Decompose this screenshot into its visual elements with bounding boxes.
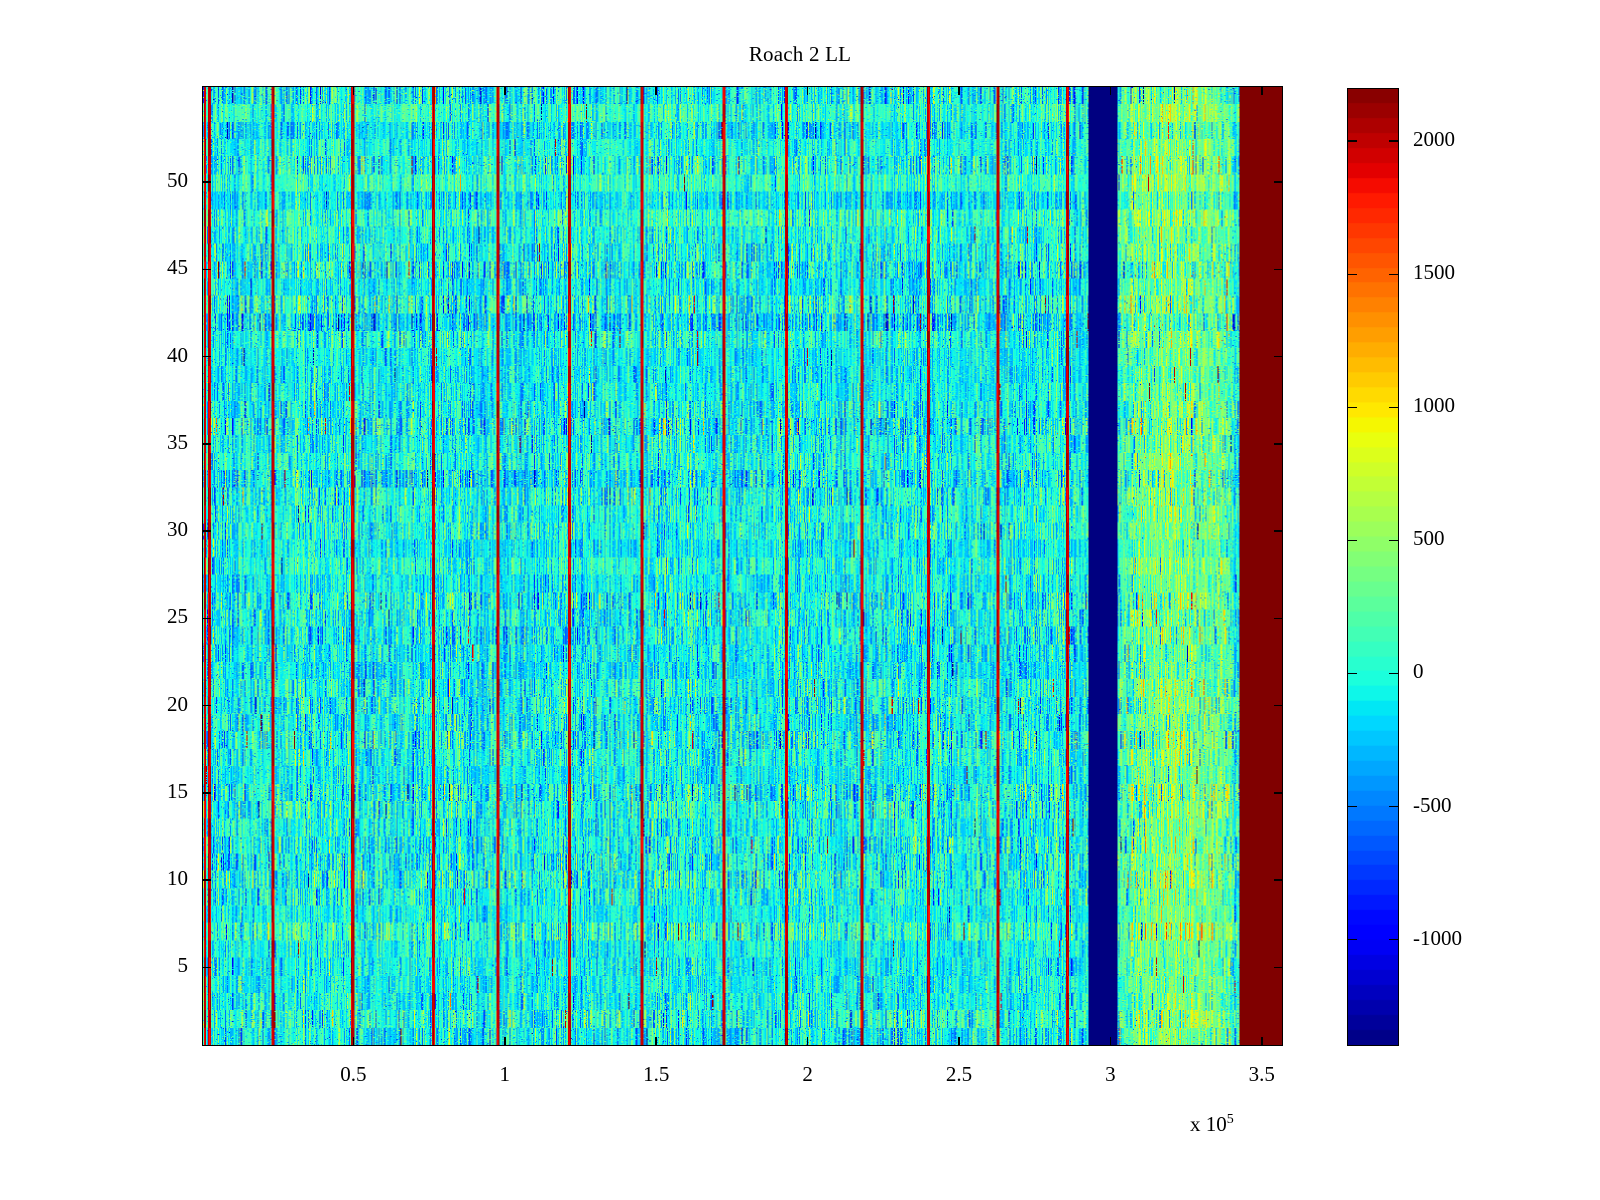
colorbar-tick-label: -1000 bbox=[1413, 925, 1462, 950]
x-axis-tick-mark bbox=[1109, 86, 1112, 95]
colorbar[interactable] bbox=[1347, 88, 1399, 1046]
colorbar-tick-mark bbox=[1347, 140, 1357, 142]
y-axis-tick-mark bbox=[202, 443, 211, 445]
x-axis-tick-mark bbox=[1261, 86, 1263, 95]
y-axis-tick-mark bbox=[202, 181, 211, 183]
colorbar-tick-label: -500 bbox=[1413, 792, 1452, 817]
x-axis-exponent-base: x 10 bbox=[1190, 1112, 1227, 1136]
colorbar-tick-mark bbox=[1389, 539, 1399, 542]
y-axis-tick-label: 35 bbox=[167, 429, 188, 454]
x-axis-tick-label: 3 bbox=[1105, 1062, 1116, 1086]
x-axis-tick-label: 0.5 bbox=[340, 1062, 367, 1086]
y-axis-tick-mark bbox=[1274, 355, 1283, 358]
y-axis-tick-label: 50 bbox=[167, 168, 188, 192]
y-axis-tick-mark bbox=[1274, 879, 1283, 881]
y-axis-tick-label: 40 bbox=[167, 342, 188, 367]
colorbar-tick-mark bbox=[1347, 938, 1357, 941]
y-axis-tick-mark bbox=[1274, 704, 1283, 707]
x-axis-tick-mark bbox=[806, 86, 809, 95]
colorbar-tick-mark bbox=[1389, 273, 1399, 276]
colorbar-tick-mark bbox=[1347, 805, 1357, 808]
colorbar-gradient bbox=[1348, 89, 1398, 1045]
y-axis-tick-mark bbox=[202, 879, 211, 881]
colorbar-tick-mark bbox=[1389, 938, 1399, 941]
colorbar-tick-mark bbox=[1347, 406, 1357, 409]
y-axis-tick-label: 30 bbox=[167, 517, 188, 542]
y-axis-tick-label: 25 bbox=[167, 604, 188, 629]
colorbar-tick-mark bbox=[1389, 406, 1399, 409]
colorbar-tick-label: 500 bbox=[1413, 526, 1445, 551]
x-axis-tick-label: 1 bbox=[499, 1062, 511, 1086]
y-axis-tick-mark bbox=[202, 704, 211, 707]
x-axis-tick-mark bbox=[352, 86, 355, 95]
x-axis-exponent: x 105 bbox=[1190, 1112, 1234, 1137]
x-axis-tick-mark bbox=[504, 1037, 506, 1046]
colorbar-tick-label: 1500 bbox=[1413, 260, 1455, 285]
y-axis-tick-mark bbox=[1274, 268, 1283, 271]
y-axis-tick-mark bbox=[202, 617, 211, 620]
y-axis-tick-mark bbox=[1274, 792, 1283, 794]
y-axis-tick-mark bbox=[1274, 530, 1283, 532]
page-title: Roach 2 LL bbox=[748, 42, 852, 66]
colorbar-tick-mark bbox=[1389, 140, 1399, 142]
y-axis-tick-mark bbox=[202, 355, 211, 358]
x-axis-tick-label: 3.5 bbox=[1248, 1062, 1275, 1086]
y-axis-tick-mark bbox=[1274, 443, 1283, 445]
heatmap-image bbox=[203, 87, 1282, 1045]
y-axis-tick-mark bbox=[202, 966, 211, 969]
x-axis-tick-mark bbox=[958, 1037, 960, 1046]
y-axis-tick-mark bbox=[202, 792, 211, 794]
colorbar-tick-label: 1000 bbox=[1413, 393, 1455, 418]
x-axis-tick-mark bbox=[504, 86, 506, 95]
x-axis-tick-mark bbox=[958, 86, 960, 95]
y-axis-tick-mark bbox=[202, 530, 211, 532]
x-axis-tick-mark bbox=[806, 1037, 809, 1046]
y-axis-tick-mark bbox=[202, 268, 211, 271]
colorbar-tick-mark bbox=[1347, 273, 1357, 276]
heatmap-axes[interactable] bbox=[202, 86, 1283, 1046]
x-axis-tick-label: 1.5 bbox=[643, 1062, 670, 1086]
colorbar-tick-mark bbox=[1347, 539, 1357, 542]
x-axis-tick-label: 2.5 bbox=[945, 1062, 973, 1086]
x-axis-tick-mark bbox=[655, 86, 657, 95]
colorbar-tick-label: 2000 bbox=[1413, 127, 1455, 152]
y-axis-tick-mark bbox=[1274, 181, 1283, 183]
y-axis-tick-label: 45 bbox=[167, 255, 188, 280]
x-axis-tick-mark bbox=[1261, 1037, 1263, 1046]
colorbar-tick-mark bbox=[1389, 805, 1399, 808]
x-axis-tick-label: 2 bbox=[802, 1062, 813, 1086]
y-axis-tick-label: 5 bbox=[177, 953, 189, 978]
x-axis-exponent-power: 5 bbox=[1226, 1112, 1234, 1127]
y-axis-tick-label: 15 bbox=[167, 778, 188, 803]
y-axis-tick-label: 10 bbox=[167, 866, 188, 891]
colorbar-tick-mark bbox=[1389, 672, 1399, 675]
colorbar-tick-mark bbox=[1347, 672, 1357, 675]
y-axis-tick-mark bbox=[1274, 966, 1283, 969]
y-axis-tick-label: 20 bbox=[167, 691, 188, 716]
x-axis-tick-mark bbox=[655, 1037, 657, 1046]
colorbar-tick-label: 0 bbox=[1413, 659, 1424, 684]
x-axis-tick-mark bbox=[352, 1037, 355, 1046]
x-axis-tick-mark bbox=[1109, 1037, 1112, 1046]
y-axis-tick-mark bbox=[1274, 617, 1283, 620]
